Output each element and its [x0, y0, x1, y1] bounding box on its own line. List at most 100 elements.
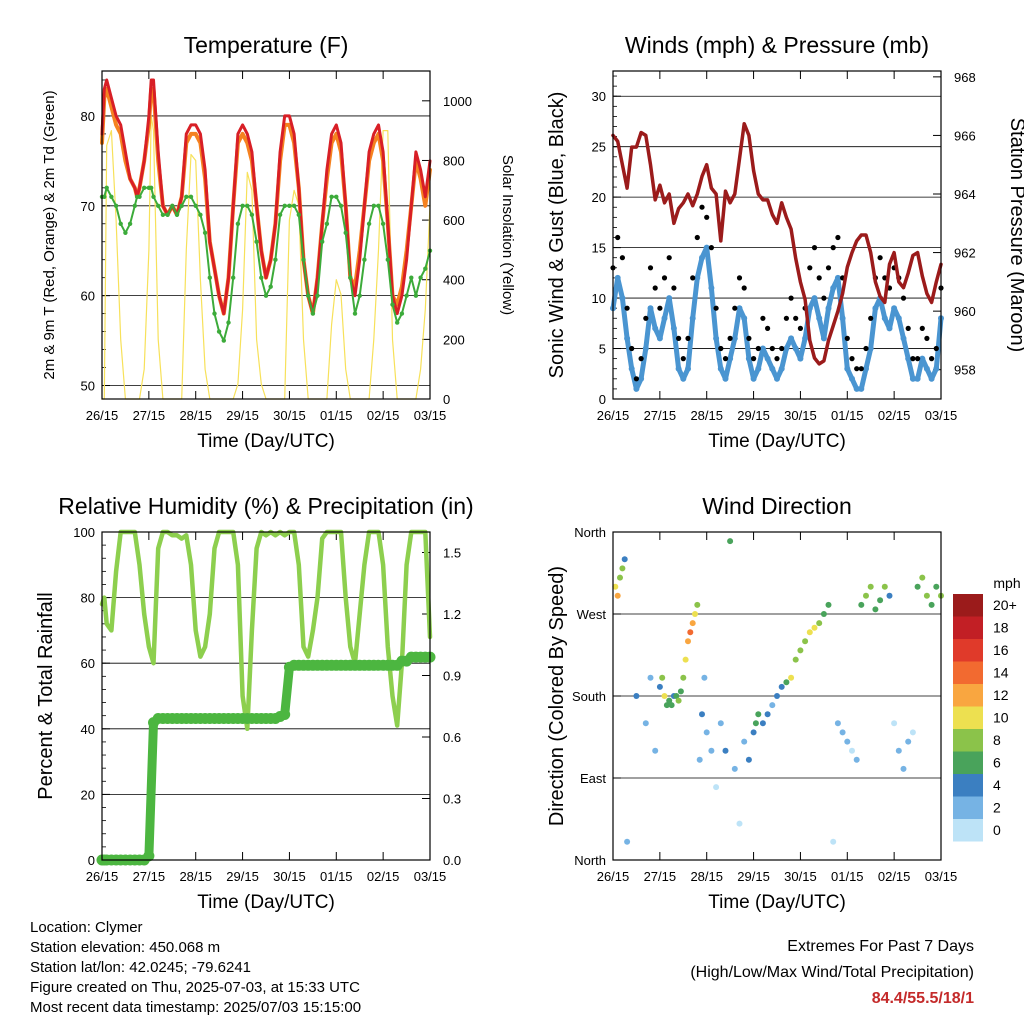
x-tick-label: 02/15 [367, 408, 400, 423]
extremes-panel: Extremes For Past 7 Days (High/Low/Max W… [690, 934, 974, 1012]
y-axis-label: 2m & 9m T (Red, Orange) & 2m Td (Green) [41, 90, 58, 379]
direction-point [699, 711, 705, 718]
temp-2m-line [100, 78, 432, 316]
wind-point [750, 375, 757, 382]
rh-line [99, 529, 433, 732]
x-tick-label: 01/15 [320, 408, 353, 423]
wind-point [642, 345, 649, 352]
wind-point [699, 254, 705, 261]
colorbar-swatch [953, 751, 983, 774]
gust-point [736, 275, 743, 281]
dewpoint-point [118, 221, 123, 226]
dewpoint-point [259, 275, 264, 280]
wind-point [853, 385, 860, 392]
colorbar-swatch [953, 684, 983, 707]
gust-point [633, 376, 640, 382]
y2-tick-label: 0.0 [443, 853, 461, 868]
dewpoint-point [277, 212, 283, 217]
gust-point [666, 255, 672, 261]
direction-point [682, 656, 689, 663]
colorbar-swatch [953, 706, 983, 729]
gust-point [624, 305, 630, 311]
x-tick-label: 02/15 [878, 408, 911, 423]
gust-point [830, 245, 836, 251]
wind-point [858, 385, 865, 392]
wind-point [703, 244, 710, 251]
gust-point [910, 356, 916, 362]
colorbar-swatch [953, 796, 983, 819]
dewpoint-point [291, 203, 297, 208]
direction-point [661, 693, 668, 699]
wind-point [675, 365, 682, 372]
dewpoint-point [380, 221, 386, 226]
chart-panel: Wind DirectionNorthEastSouthWestNorth26/… [546, 493, 1021, 913]
direction-point [741, 738, 748, 745]
dewpoint-point [268, 284, 273, 289]
wind-point [680, 375, 687, 382]
gust-point [713, 305, 719, 311]
wind-point [802, 335, 809, 342]
gust-point [929, 356, 935, 362]
y-tick-label: 15 [592, 241, 606, 256]
colorbar-label: 4 [993, 777, 1001, 793]
x-tick-label: 29/15 [737, 869, 770, 884]
gust-point [877, 255, 883, 261]
dewpoint-point [362, 257, 367, 262]
gust-point [652, 285, 658, 291]
chart-title: Wind Direction [702, 493, 852, 519]
colorbar-swatch [953, 729, 983, 752]
wind-point [694, 274, 701, 281]
wind-point [656, 335, 663, 342]
y-tick-label: 50 [81, 379, 95, 394]
gust-point [615, 234, 621, 241]
direction-point [778, 683, 785, 690]
wind-point [895, 315, 902, 322]
y-tick-label: 20 [592, 190, 606, 205]
dewpoint-point [202, 230, 208, 235]
wind-point [919, 355, 926, 362]
colorbar-title: mph [993, 575, 1020, 591]
gust-point [868, 315, 874, 321]
gust-point [694, 234, 700, 241]
gust-point [863, 345, 869, 352]
dewpoint-point [132, 203, 137, 208]
dewpoint-point [254, 239, 259, 244]
x-tick-label: 01/15 [831, 869, 864, 884]
gust-point [751, 356, 757, 362]
y2-tick-label: 968 [954, 70, 976, 85]
gust-point [676, 335, 682, 341]
direction-point [663, 702, 670, 709]
direction-point [891, 720, 898, 727]
dewpoint-point [165, 212, 170, 217]
x-tick-label: 01/15 [320, 869, 353, 884]
direction-point [797, 647, 804, 654]
y-tick-label: South [572, 689, 606, 704]
y2-tick-label: 0 [443, 392, 450, 407]
dewpoint-point [170, 203, 175, 208]
gust-point [704, 214, 710, 220]
wind-point [933, 365, 940, 372]
dewpoint-point [226, 320, 231, 325]
y2-tick-label: 800 [443, 153, 465, 168]
colorbar-swatch [953, 661, 983, 684]
direction-point [825, 601, 832, 608]
wind-point [830, 285, 837, 291]
direction-point [909, 729, 916, 736]
direction-point [788, 674, 795, 681]
dewpoint-point [352, 311, 358, 316]
chart-panel: Winds (mph) & Pressure (mb) 0 5 10 15 20 25 30 9… [546, 32, 1024, 452]
y-tick-label: 0 [599, 392, 606, 407]
dewpoint-point [343, 230, 348, 235]
direction-point [677, 688, 684, 695]
dewpoint-point [123, 230, 128, 235]
direction-point [701, 674, 708, 681]
extremes-subtitle: (High/Low/Max Wind/Total Precipitation) [690, 964, 974, 981]
wind-point [928, 375, 935, 382]
gust-point [797, 325, 804, 331]
gust-point [629, 345, 635, 352]
dewpoint-point [231, 275, 236, 280]
y2-tick-label: 960 [954, 304, 976, 319]
direction-point [624, 838, 631, 845]
wind-point [844, 365, 851, 372]
